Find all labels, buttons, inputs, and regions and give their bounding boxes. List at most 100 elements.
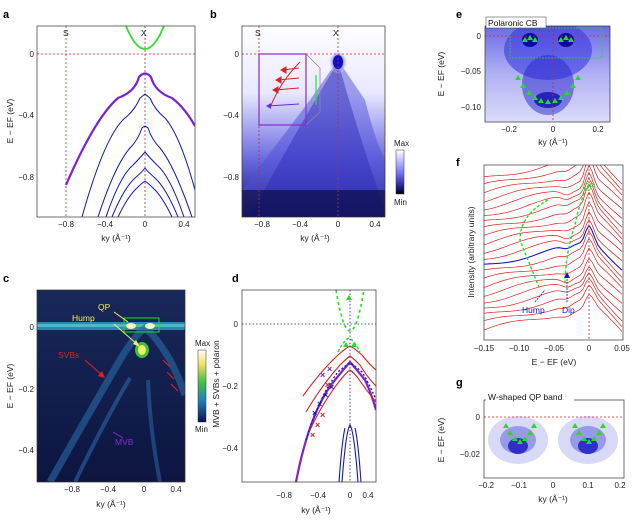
b-xtick: −0.8 [254,220,270,229]
panel-g: g W-shaped QP band 0 −0.02 −0.2 −0.1 [436,377,626,504]
c-colorbar [197,349,207,423]
panel-c: c QP Hump SVBs MVB [3,273,210,509]
b-ytick: 0 [235,50,240,59]
c-xtick: −0.4 [100,485,116,494]
c-qp-box [123,317,160,333]
d-xlabel: ky (Å⁻¹) [301,505,331,515]
g-xtick: 0 [551,481,556,490]
panel-label-g: g [456,377,463,389]
svg-text:×: × [323,390,328,400]
f-edc-curve [484,284,623,327]
svg-text:×: × [310,430,315,440]
g-ylabel: E − EF (eV) [436,418,446,463]
f-xtick: −0.10 [509,344,530,353]
g-xtick: −0.2 [478,481,494,490]
f-edc-curve [484,257,623,297]
panel-d: d ×× ×××× ×××× [211,273,377,515]
panel-b: b Max Min S X 0 −0.4 −0.8 −0.8 [210,9,409,243]
svg-text:×: × [315,420,320,430]
f-ann-hump: Hump [522,305,545,315]
panel-label-a: a [3,9,10,21]
c-arpes-map [37,290,185,482]
e-xtick: 0.2 [592,125,604,134]
f-edc-curve [484,247,623,289]
c-ann-qp: QP [98,302,111,312]
b-zoom-box [258,53,307,126]
d-ytick: 0 [234,320,239,329]
b-cbar-min: Min [394,198,407,207]
b-label-s: S [255,28,261,38]
f-edc-curve [484,183,623,235]
f-edc-curve [484,211,623,254]
d-xtick: 0.4 [362,491,374,500]
d-ytick: −0.2 [222,382,238,391]
b-colorbar [395,149,405,195]
f-edc-curve [484,165,623,191]
e-xtick: 0 [551,125,556,134]
e-xtick: −0.2 [501,125,517,134]
f-xlabel: E − EF (eV) [532,357,577,367]
c-ytick: 0 [30,323,35,332]
f-edc-curve [484,191,623,240]
g-xtick: −0.1 [511,481,527,490]
c-cbar-min: Min [195,425,208,434]
d-ylabel: MVB + SVBs + polaron [211,340,221,428]
e-ytick: −0.05 [461,67,482,76]
f-edc-curve [484,165,623,196]
svg-text:×: × [312,408,317,418]
f-edc-curve [484,224,623,271]
f-xtick: −0.05 [544,344,565,353]
b-ytick: −0.4 [223,111,239,120]
b-ytick: −0.8 [223,173,239,182]
f-edc-curve [484,277,623,322]
c-cbar-max: Max [195,339,210,348]
svg-text:×: × [317,399,322,409]
f-edc-curve [484,293,623,332]
b-label-x: X [333,28,339,38]
f-edc-curve [484,171,623,219]
f-edc-curve [484,177,623,228]
e-title: Polaronic CB [488,18,538,28]
c-xtick: −0.8 [64,485,80,494]
d-xtick: −0.8 [276,491,292,500]
a-label-x: X [141,28,147,38]
a-ytick: −0.4 [18,111,34,120]
f-edc-curve [484,237,623,284]
b-xtick: −0.4 [292,220,308,229]
f-ann-qp: QP [583,181,596,191]
f-edc-curve [484,201,623,246]
a-xtick: −0.8 [58,220,74,229]
f-xtick: −0.15 [474,344,495,353]
a-ytick: −0.8 [18,173,34,182]
panel-label-e: e [456,9,462,21]
a-xtick: −0.4 [97,220,113,229]
g-title: W-shaped QP band [488,392,563,402]
f-edc-curve [484,165,623,211]
panel-f: f QP Hump Dip −0.15 −0.10 −0.05 0 0.05 E… [456,157,630,367]
d-xtick: 0 [348,491,353,500]
f-edc-curve [484,272,623,314]
panel-e: e Polaronic CB 0 −0.05 −0.10 −0.2 0 0.2 [436,9,611,147]
b-cbar-max: Max [394,139,409,148]
svg-text:×: × [320,410,325,420]
f-xtick: 0.05 [614,344,630,353]
c-ann-svbs: SVBs [58,350,79,360]
panel-label-b: b [210,9,217,21]
c-xlabel: ky (Å⁻¹) [96,499,126,509]
g-xtick: 0.1 [582,481,594,490]
a-label-s: S [63,28,69,38]
a-xtick: 0 [143,220,148,229]
panel-label-f: f [456,157,460,169]
f-edc-curve [484,266,623,304]
a-ytick: 0 [30,50,35,59]
a-ylabel: E − EF (eV) [5,99,15,144]
e-ytick: −0.10 [461,103,482,112]
f-edc-curve [484,230,623,278]
c-ylabel: E − EF (eV) [5,364,15,409]
f-edc-curve [484,165,623,203]
c-xtick: 0 [142,485,147,494]
b-xtick: 0 [336,220,341,229]
svg-text:×: × [325,380,330,390]
f-ylabel: Intensity (arbitrary units) [466,206,476,297]
